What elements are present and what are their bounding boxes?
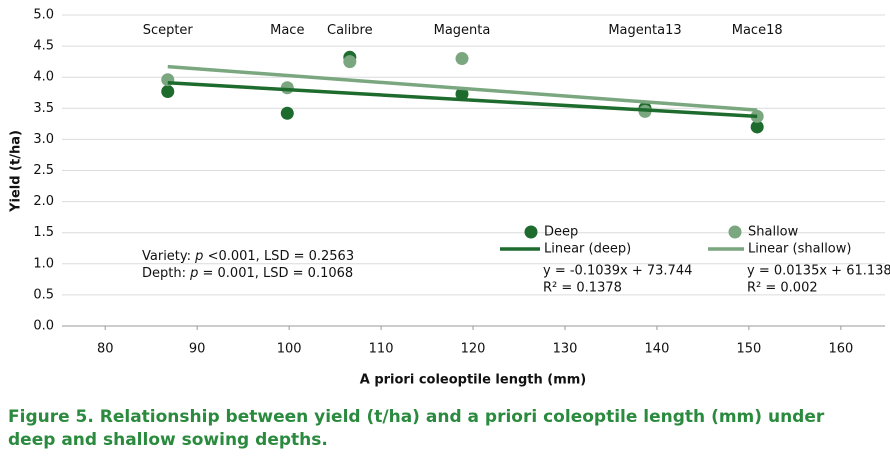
- legend-label: Deep: [544, 225, 578, 240]
- legend-label: Linear (deep): [544, 242, 631, 257]
- x-tick-label: 160: [828, 342, 853, 357]
- caption: Figure 5. Relationship between yield (t/…: [8, 407, 825, 450]
- trend-r2: R² = 0.1378: [543, 281, 622, 296]
- trend-equation: y = 0.0135x + 61.138: [747, 264, 890, 279]
- annotation-part: = 0.001, LSD = 0.1068: [198, 266, 353, 281]
- stats-annotation: Variety: p <0.001, LSD = 0.2563: [142, 249, 354, 264]
- x-axis-title: A priori coleoptile length (mm): [360, 373, 587, 388]
- variety-label: Calibre: [327, 23, 373, 38]
- y-tick-label: 0.0: [33, 319, 54, 334]
- x-tick-label: 90: [189, 342, 206, 357]
- y-tick-label: 3.0: [33, 132, 54, 147]
- y-tick-label: 2.0: [33, 194, 54, 209]
- annotation-part: Depth:: [142, 266, 190, 281]
- variety-label: Scepter: [143, 23, 194, 38]
- x-tick-label: 130: [553, 342, 578, 357]
- annotation-part: p: [189, 266, 198, 281]
- point: [161, 85, 175, 99]
- legend-marker: [524, 225, 538, 239]
- x-tick-label: 120: [461, 342, 486, 357]
- variety-label: Magenta13: [608, 23, 681, 38]
- x-tick-label: 110: [369, 342, 394, 357]
- x-tick-label: 150: [736, 342, 761, 357]
- point: [343, 55, 357, 69]
- variety-label: Mace18: [732, 23, 783, 38]
- y-tick-label: 3.5: [33, 101, 54, 116]
- annotation-part: <0.001, LSD = 0.2563: [203, 249, 354, 264]
- trend-line: [167, 81, 758, 119]
- legend-label: Linear (shallow): [748, 242, 851, 257]
- y-tick-label: 2.5: [33, 163, 54, 178]
- variety-label: Mace: [270, 23, 304, 38]
- point: [280, 106, 294, 120]
- y-tick-label: 4.5: [33, 39, 54, 54]
- annotation-part: Variety:: [142, 249, 195, 264]
- point: [455, 52, 469, 66]
- point: [750, 120, 764, 134]
- y-tick-label: 5.0: [33, 8, 54, 23]
- point: [455, 87, 469, 101]
- legend-marker: [728, 225, 742, 239]
- trend-r2: R² = 0.002: [747, 281, 818, 296]
- annotation-part: p: [194, 249, 203, 264]
- x-tick-label: 100: [277, 342, 302, 357]
- y-tick-label: 1.5: [33, 225, 54, 240]
- y-tick-label: 0.5: [33, 287, 54, 302]
- trend-line: [167, 64, 758, 112]
- variety-label: Magenta: [434, 23, 491, 38]
- x-tick-label: 80: [97, 342, 114, 357]
- y-tick-label: 1.0: [33, 256, 54, 271]
- y-tick-label: 4.0: [33, 70, 54, 85]
- x-tick-label: 140: [645, 342, 670, 357]
- trend-equation: y = -0.1039x + 73.744: [543, 264, 692, 279]
- chart: A priori coleoptile length (mm) Yield (t…: [9, 8, 890, 388]
- stats-annotation: Depth: p = 0.001, LSD = 0.1068: [142, 266, 353, 281]
- y-axis-title: Yield (t/ha): [9, 130, 24, 213]
- legend-label: Shallow: [748, 225, 799, 240]
